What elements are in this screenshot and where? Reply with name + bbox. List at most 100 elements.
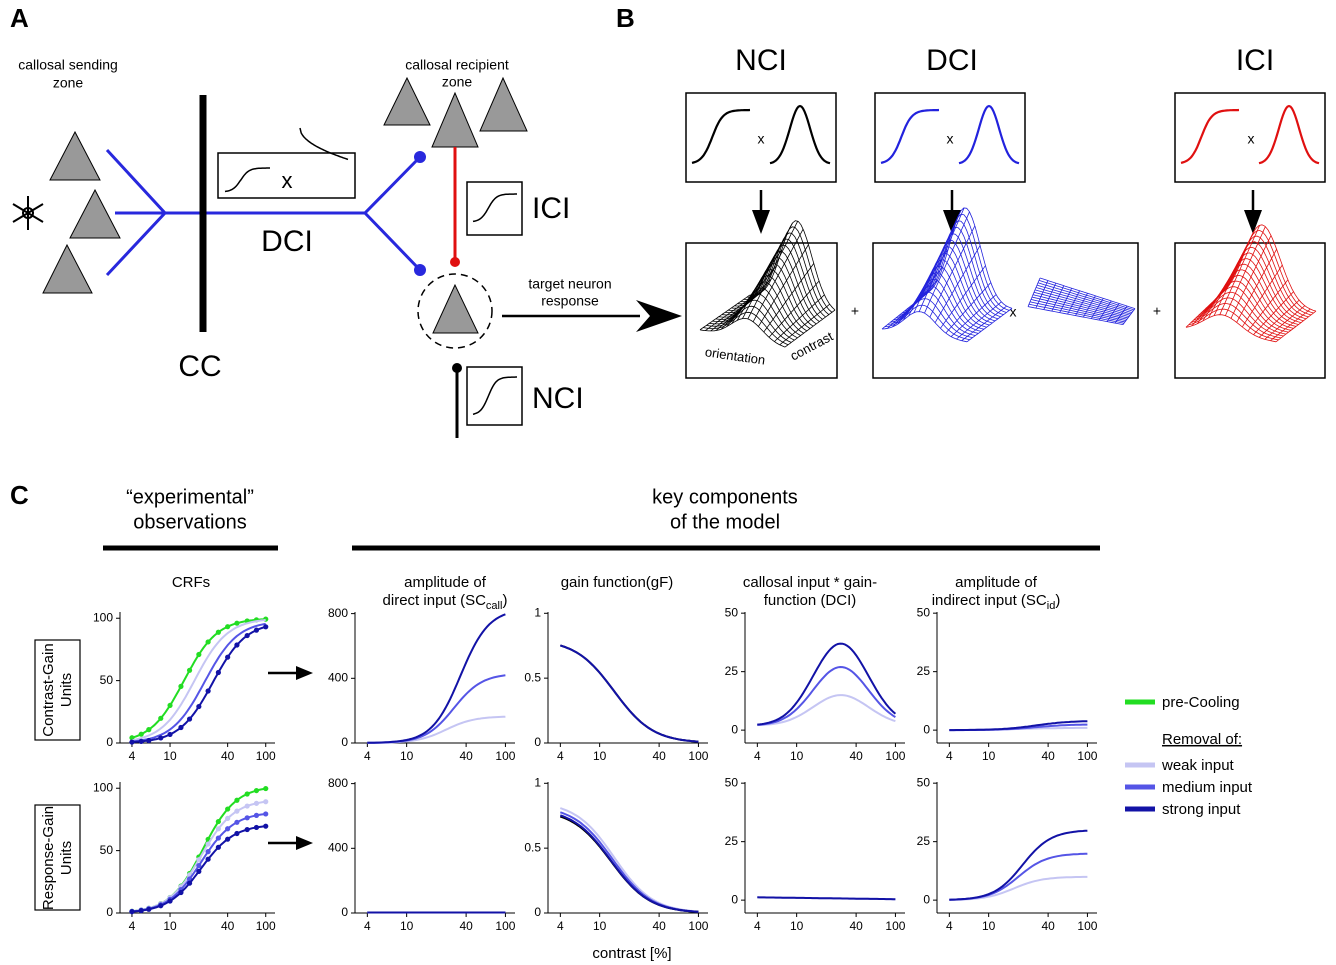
synapse — [414, 151, 426, 163]
curve-dot — [263, 799, 269, 805]
zone-label: callosal sending — [18, 57, 118, 73]
model-curve — [131, 622, 266, 743]
curve-dot — [167, 702, 173, 709]
title-line: gain function(gF) — [561, 574, 674, 591]
icon-curve — [299, 127, 349, 161]
zone-label: zone — [53, 75, 84, 91]
title-line: function (DCI) — [764, 592, 857, 609]
surface-line — [907, 252, 993, 324]
surface-line — [1223, 229, 1314, 314]
x-tick-label: 40 — [652, 749, 666, 763]
icon-curve — [472, 376, 517, 415]
curve-dot — [225, 654, 231, 660]
ici-label: ICI — [532, 192, 570, 225]
operator: x — [1010, 304, 1017, 320]
model-curve — [757, 694, 896, 727]
function-box — [466, 181, 523, 236]
legend-heading: Removal of: — [1162, 731, 1242, 748]
surface-line — [784, 309, 836, 348]
target-label: response — [541, 293, 599, 309]
curve-dot — [158, 715, 164, 721]
curve-dot — [215, 835, 221, 841]
curve-dot — [138, 738, 144, 744]
legend-label: medium input — [1162, 779, 1253, 796]
surface-line — [1264, 305, 1306, 340]
row-label: Units — [58, 841, 75, 875]
x-tick-label: 100 — [256, 749, 276, 763]
x-tick-label: 10 — [400, 749, 414, 763]
icon-curve — [769, 104, 831, 165]
surface-line — [758, 244, 809, 327]
y-tick-label: 0.5 — [524, 840, 541, 854]
surface-line — [1258, 299, 1300, 338]
panel-label: C — [10, 480, 29, 510]
curve-dot — [225, 836, 231, 842]
y-tick-label: 50 — [725, 775, 739, 789]
zone-label: callosal recipient — [405, 57, 509, 73]
curve-dot — [234, 808, 240, 814]
y-tick-label: 25 — [725, 834, 739, 848]
surface-line — [768, 280, 820, 338]
icon-curve — [472, 193, 517, 223]
multiply: x — [1248, 131, 1255, 147]
x-tick-label: 40 — [652, 919, 666, 933]
x-tick-label: 4 — [129, 749, 136, 763]
x-tick-label: 10 — [593, 919, 607, 933]
x-tick-label: 10 — [163, 749, 177, 763]
surface-line — [945, 282, 992, 334]
x-axis-label: contrast [%] — [592, 945, 671, 962]
model-curve — [949, 875, 1088, 901]
curve-dot — [234, 620, 240, 626]
x-tick-label: 100 — [256, 919, 276, 933]
icon-curve — [224, 167, 270, 193]
x-tick-label: 4 — [364, 749, 371, 763]
neurons — [42, 76, 528, 334]
icon-curve — [1258, 104, 1320, 165]
curve-dot — [196, 857, 202, 863]
icon-curve — [880, 108, 940, 164]
x-tick-label: 40 — [1041, 919, 1055, 933]
operator: + — [1153, 303, 1161, 319]
y-tick-label: 0 — [731, 722, 738, 736]
surface-line — [1241, 264, 1283, 328]
surface-line — [779, 303, 830, 346]
surface-line — [1218, 241, 1309, 318]
x-tick-label: 10 — [163, 919, 177, 933]
x-tick-label: 100 — [885, 749, 905, 763]
legend-label: pre-Cooling — [1162, 694, 1240, 711]
arrows-down — [752, 190, 1262, 234]
y-tick-label: 25 — [725, 664, 739, 678]
x-tick-label: 10 — [400, 919, 414, 933]
y-tick-label: 400 — [328, 840, 348, 854]
curve-dot — [215, 629, 221, 635]
title-suffix: ) — [1055, 592, 1060, 609]
curve-dot — [146, 906, 152, 912]
synapse — [452, 363, 462, 373]
y-tick-label: 0 — [534, 735, 541, 749]
dci-label: DCI — [261, 225, 313, 258]
surface-line — [1215, 246, 1307, 320]
curve-dot — [146, 727, 152, 733]
surface-line — [1275, 310, 1317, 343]
model-curve — [757, 665, 896, 726]
x-tick-label: 40 — [849, 749, 863, 763]
surface-line — [1270, 308, 1311, 342]
column-title: NCI — [735, 44, 787, 77]
snowflake — [12, 196, 44, 230]
curve-dot — [158, 903, 164, 909]
curve-dot — [178, 889, 184, 896]
y-tick-label: 0 — [341, 735, 348, 749]
curve-dot — [196, 862, 202, 869]
title-line: callosal input * gain- — [743, 574, 877, 591]
surface-line — [747, 220, 799, 320]
curve-dot — [215, 844, 221, 850]
x-tick-label: 100 — [495, 749, 515, 763]
panel-label: A — [10, 3, 29, 33]
title-subscript: id — [1047, 600, 1056, 612]
curve-dot — [205, 639, 211, 645]
zone-label: zone — [442, 74, 473, 90]
cc-label: CC — [178, 350, 221, 383]
x-tick-label: 100 — [688, 749, 708, 763]
curve-dot — [205, 849, 211, 855]
